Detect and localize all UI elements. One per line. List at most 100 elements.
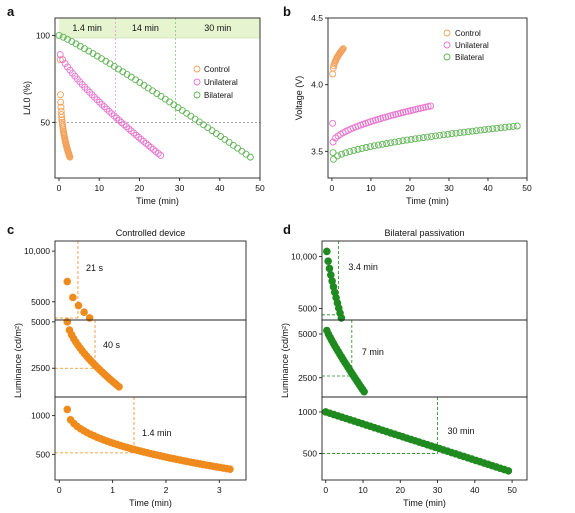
panel-b-point-bilateral — [354, 145, 362, 153]
panel-b-point-unilateral — [404, 107, 412, 115]
panel-a-point-bilateral — [242, 150, 250, 158]
panel-b-legend-entry: Unilateral — [455, 41, 489, 50]
panel-c-xlabel: Time (min) — [129, 498, 172, 508]
panel-b-point-bilateral — [391, 138, 399, 146]
panel-a-point-bilateral — [234, 144, 242, 152]
panel-a-legend-entry: Control — [204, 65, 230, 74]
panel-d-annotation: 7 min — [362, 347, 384, 357]
panel-d-ytick-label: 2500 — [298, 373, 317, 383]
panel-b-point-bilateral — [379, 140, 386, 148]
panel-b-point-unilateral — [424, 103, 432, 111]
panel-b-point-bilateral — [362, 144, 370, 151]
panel-c-ytick-label: 1000 — [31, 411, 50, 421]
panel-d-xtick-label: 40 — [470, 485, 480, 495]
panel-b-point-bilateral — [411, 135, 419, 143]
panel-d-point — [325, 264, 334, 273]
panel-a-xtick-label: 0 — [57, 183, 62, 193]
panel-c-ytick-label: 5000 — [31, 317, 50, 327]
panel-b-xtick-label: 50 — [522, 183, 532, 193]
panel-b-point-bilateral — [423, 133, 431, 141]
panel-b-ytick-label: 4.0 — [311, 80, 323, 90]
panel-b-point-bilateral — [415, 134, 423, 142]
panel-c-point — [85, 314, 94, 322]
panel-b-legend-marker — [443, 29, 451, 37]
panel-a-point-bilateral — [238, 147, 246, 155]
panel-a-point-bilateral — [68, 38, 76, 46]
panel-b-legend-marker — [443, 41, 451, 49]
panel-a-point-bilateral — [55, 31, 63, 39]
panel-a-point-unilateral — [122, 123, 130, 131]
panel-b-legend-entry: Bilateral — [455, 53, 484, 62]
panel-b-point-control — [339, 45, 347, 53]
panel-letter-d: d — [283, 222, 291, 237]
panel-d-point — [504, 467, 513, 475]
panel-c-annotation: 40 s — [103, 340, 121, 350]
panel-b-xtick-label: 10 — [366, 183, 376, 193]
panel-c-point — [115, 382, 123, 391]
panel-b-point-bilateral — [501, 123, 509, 131]
panel-a-point-unilateral — [125, 125, 133, 133]
panel-b-point-bilateral — [485, 125, 493, 133]
panel-a-point-bilateral — [144, 84, 152, 92]
panel-d-xtick-label: 50 — [507, 485, 517, 495]
panel-a-point-unilateral — [98, 100, 106, 108]
panel-d-xlabel: Time (min) — [403, 498, 446, 508]
panel-b-point-unilateral — [409, 106, 417, 114]
panel-a-band — [115, 18, 176, 38]
panel-a-frame — [54, 17, 261, 179]
panel-b-point-control — [338, 46, 346, 54]
panel-a-xtick-label: 40 — [215, 183, 225, 193]
panel-a-ytick-label: 50 — [41, 117, 51, 127]
panel-b-point-unilateral — [419, 104, 427, 112]
panel-c-point — [63, 405, 72, 414]
panel-b-point-unilateral — [402, 108, 410, 116]
panel-c-ytick-label: 2500 — [31, 363, 50, 373]
panel-d-xtick-label: 0 — [323, 485, 328, 495]
panel-a-point-unilateral — [127, 127, 135, 135]
panel-d-point — [360, 387, 368, 396]
panel-a-point-bilateral — [221, 135, 229, 143]
panel-d-ylabel: Luminance (cd/m²) — [280, 323, 290, 398]
panel-a-ytick-label: 100 — [36, 30, 50, 40]
panel-b-point-bilateral — [472, 127, 480, 135]
panel-a-point-control — [57, 91, 64, 99]
panel-a-point-bilateral — [183, 109, 191, 117]
panel-a-point-bilateral — [208, 127, 216, 135]
panel-a-point-control — [57, 103, 65, 111]
panel-a-point-control — [66, 153, 74, 161]
panel-a-point-bilateral — [225, 138, 233, 146]
panel-b-ylabel: Voltage (V) — [294, 76, 304, 121]
panel-b-xtick-label: 0 — [330, 183, 335, 193]
panel-a-point-bilateral — [64, 35, 71, 43]
panel-b-point-bilateral — [436, 131, 444, 139]
panel-b-point-bilateral — [460, 128, 468, 136]
panel-b-xtick-label: 20 — [405, 183, 415, 193]
panel-b-point-unilateral — [422, 103, 430, 111]
panel-d-point — [328, 277, 336, 285]
panel-a-legend-marker — [193, 91, 201, 99]
panel-b-point-bilateral — [399, 137, 407, 145]
panel-b-point-bilateral — [432, 132, 440, 140]
panel-c-xtick-label: 0 — [57, 485, 62, 495]
panel-c-subplot-frame — [54, 240, 247, 321]
panel-b-point-bilateral — [403, 136, 411, 144]
panel-b-point-unilateral — [414, 105, 422, 113]
panel-a-point-bilateral — [136, 79, 144, 86]
panel-a-point-bilateral — [174, 104, 182, 112]
panel-a-point-bilateral — [140, 81, 148, 89]
panel-d-xtick-label: 10 — [358, 485, 368, 495]
panel-a-band — [175, 18, 260, 38]
panel-d-annotation: 30 min — [448, 426, 475, 436]
panel-a-point-unilateral — [100, 103, 108, 111]
panel-a-point-control — [56, 56, 64, 64]
panel-c-ylabel: Luminance (cd/m²) — [13, 323, 23, 398]
panel-d-subplot-frame — [321, 240, 528, 321]
panel-a-point-unilateral — [91, 93, 98, 101]
panel-a-point-bilateral — [200, 121, 208, 129]
panel-b-legend-marker — [443, 53, 451, 61]
panel-a-band-label: 30 min — [204, 23, 231, 33]
panel-a-point-bilateral — [170, 101, 178, 109]
panel-b-point-bilateral — [358, 144, 366, 152]
panel-d-annotation: 3.4 min — [348, 262, 378, 272]
